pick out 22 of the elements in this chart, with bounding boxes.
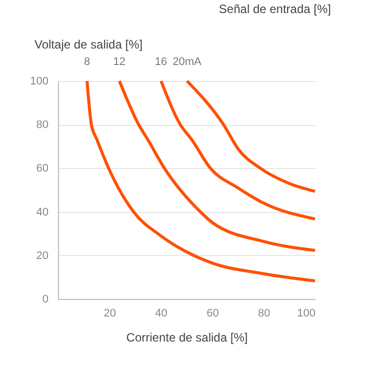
x-axis-title: Corriente de salida [%]: [126, 330, 248, 344]
x-tick-label: 80: [258, 308, 270, 320]
line-series: [118, 80, 316, 252]
x-tick-label: 100: [297, 308, 316, 320]
line-series: [160, 80, 316, 220]
line-series: [86, 80, 316, 282]
series-label: 20mA: [172, 56, 202, 68]
line-series: [186, 80, 316, 193]
y-tick-label: 20: [36, 250, 48, 262]
y-tick-label: 40: [36, 206, 48, 218]
y-axis-title: Voltaje de salida [%]: [34, 38, 143, 52]
series-label: 16: [154, 56, 168, 68]
x-tick-label: 40: [155, 308, 168, 320]
series-label: 8: [84, 56, 90, 68]
series-label: 12: [113, 56, 126, 68]
y-tick-label: 0: [42, 294, 48, 306]
y-tick-label: 100: [30, 76, 48, 88]
legend-title: Señal de entrada [%]: [218, 2, 331, 16]
y-tick-label: 60: [36, 162, 48, 175]
x-tick-label: 20: [104, 308, 116, 320]
y-tick-label: 80: [36, 119, 48, 132]
x-tick-label: 60: [206, 308, 219, 320]
